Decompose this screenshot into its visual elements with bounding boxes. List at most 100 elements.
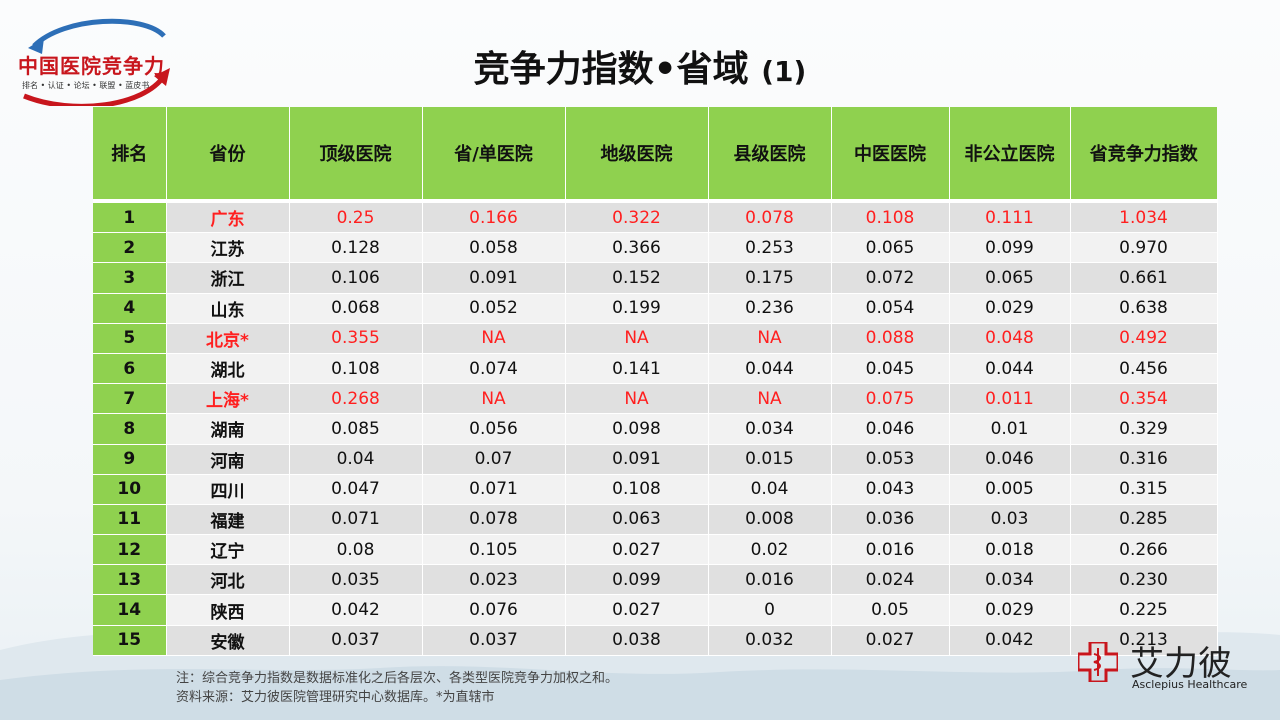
rank-cell: 11: [93, 504, 167, 536]
value-cell: 0.225: [1070, 594, 1218, 626]
table-row: 2 江苏 0.128 0.058 0.366 0.253 0.065 0.099 0.970: [93, 232, 1218, 264]
value-cell: 0.07: [422, 444, 566, 475]
value-cell: 0.032: [708, 625, 832, 656]
value-cell: 0.108: [831, 202, 950, 234]
table-row: 6 湖北 0.108 0.074 0.141 0.044 0.045 0.044 0.456: [93, 353, 1218, 385]
value-cell: 0.01: [949, 413, 1071, 445]
value-cell: 0.111: [949, 202, 1071, 234]
table-row: 4 山东 0.068 0.052 0.199 0.236 0.054 0.029 0.638: [93, 293, 1218, 324]
value-cell: 0.25: [289, 202, 423, 234]
value-cell: 0.058: [422, 232, 566, 264]
value-cell: 0.661: [1070, 262, 1218, 294]
value-cell: NA: [565, 323, 709, 354]
province-cell: 四川: [166, 474, 290, 505]
value-cell: 1.034: [1070, 202, 1218, 234]
value-cell: 0.456: [1070, 353, 1218, 385]
value-cell: 0.253: [708, 232, 832, 264]
value-cell: 0.638: [1070, 293, 1218, 324]
table-header-row: 排名 省份 顶级医院 省/单医院 地级医院 县级医院 中医医院 非公立医院 省竞…: [93, 107, 1217, 201]
value-cell: 0.005: [949, 474, 1071, 505]
value-cell: 0.088: [831, 323, 950, 354]
province-cell: 江苏: [166, 232, 290, 264]
hospital-competitiveness-logo: 中国医院竞争力 排名 • 认证 • 论坛 • 联盟 • 蓝皮书: [14, 16, 174, 106]
competitiveness-table: 排名 省份 顶级医院 省/单医院 地级医院 县级医院 中医医院 非公立医院 省竞…: [93, 107, 1218, 656]
value-cell: 0.071: [422, 474, 566, 505]
value-cell: 0.046: [949, 444, 1071, 475]
value-cell: 0.091: [565, 444, 709, 475]
value-cell: 0.023: [422, 564, 566, 596]
rank-cell: 9: [93, 444, 167, 475]
value-cell: NA: [565, 383, 709, 415]
header-private-hospital: 非公立医院: [949, 107, 1071, 201]
value-cell: 0.027: [565, 534, 709, 566]
table-row: 12 辽宁 0.08 0.105 0.027 0.02 0.016 0.018 0.266: [93, 534, 1218, 566]
brand-name-en: Asclepius Healthcare: [1132, 678, 1248, 691]
title-main: 竞争力指数•省域: [473, 49, 749, 90]
value-cell: 0.044: [708, 353, 832, 385]
swoosh-arrow-icon: [23, 18, 170, 106]
value-cell: 0.016: [708, 564, 832, 596]
header-county-hospital: 县级医院: [708, 107, 832, 201]
value-cell: 0.04: [289, 444, 423, 475]
value-cell: 0.105: [422, 534, 566, 566]
rank-cell: 8: [93, 413, 167, 445]
header-provincial-hospital: 省/单医院: [422, 107, 566, 201]
value-cell: 0.034: [949, 564, 1071, 596]
province-cell: 湖南: [166, 413, 290, 445]
value-cell: 0.329: [1070, 413, 1218, 445]
logo-tagline: 排名 • 认证 • 论坛 • 联盟 • 蓝皮书: [22, 81, 150, 90]
value-cell: 0.037: [289, 625, 423, 656]
rank-cell: 15: [93, 625, 167, 656]
value-cell: 0.056: [422, 413, 566, 445]
province-cell: 福建: [166, 504, 290, 536]
table-row: 14 陕西 0.042 0.076 0.027 0 0.05 0.029 0.225: [93, 594, 1218, 626]
value-cell: 0.213: [1070, 625, 1218, 656]
value-cell: 0.166: [422, 202, 566, 234]
value-cell: 0.038: [565, 625, 709, 656]
rank-cell: 14: [93, 594, 167, 626]
value-cell: 0.236: [708, 293, 832, 324]
value-cell: 0.008: [708, 504, 832, 536]
table-body: 1 广东 0.25 0.166 0.322 0.078 0.108 0.111 1.034 2 江苏…: [93, 199, 1218, 656]
value-cell: 0.08: [289, 534, 423, 566]
value-cell: 0.016: [831, 534, 950, 566]
table-row: 5 北京* 0.355 NA NA NA 0.088 0.048 0.492: [93, 323, 1218, 354]
province-cell: 山东: [166, 293, 290, 324]
value-cell: 0.065: [949, 262, 1071, 294]
rank-cell: 3: [93, 262, 167, 294]
value-cell: 0.015: [708, 444, 832, 475]
value-cell: 0.091: [422, 262, 566, 294]
value-cell: 0.316: [1070, 444, 1218, 475]
province-cell: 辽宁: [166, 534, 290, 566]
value-cell: 0.128: [289, 232, 423, 264]
value-cell: 0.042: [949, 625, 1071, 656]
medical-cross-icon: [1078, 642, 1118, 682]
value-cell: 0.037: [422, 625, 566, 656]
rank-cell: 7: [93, 383, 167, 415]
value-cell: 0.074: [422, 353, 566, 385]
value-cell: 0.098: [565, 413, 709, 445]
value-cell: 0.047: [289, 474, 423, 505]
value-cell: 0.175: [708, 262, 832, 294]
value-cell: 0.266: [1070, 534, 1218, 566]
rank-cell: 2: [93, 232, 167, 264]
province-cell: 安徽: [166, 625, 290, 656]
value-cell: 0.048: [949, 323, 1071, 354]
province-cell: 上海*: [166, 383, 290, 415]
rank-cell: 1: [93, 202, 167, 234]
value-cell: 0.018: [949, 534, 1071, 566]
value-cell: 0.152: [565, 262, 709, 294]
value-cell: 0.027: [831, 625, 950, 656]
value-cell: NA: [708, 323, 832, 354]
value-cell: 0.141: [565, 353, 709, 385]
table-row: 8 湖南 0.085 0.056 0.098 0.034 0.046 0.01 0.329: [93, 413, 1218, 445]
value-cell: 0.034: [708, 413, 832, 445]
province-cell: 河北: [166, 564, 290, 596]
value-cell: 0.970: [1070, 232, 1218, 264]
value-cell: 0.054: [831, 293, 950, 324]
table-row: 11 福建 0.071 0.078 0.063 0.008 0.036 0.03 0.285: [93, 504, 1218, 536]
table-row: 10 四川 0.047 0.071 0.108 0.04 0.043 0.005 0.315: [93, 474, 1218, 505]
table-row: 15 安徽 0.037 0.037 0.038 0.032 0.027 0.042 0.213: [93, 625, 1218, 656]
value-cell: 0.078: [708, 202, 832, 234]
header-top-hospital: 顶级医院: [289, 107, 423, 201]
